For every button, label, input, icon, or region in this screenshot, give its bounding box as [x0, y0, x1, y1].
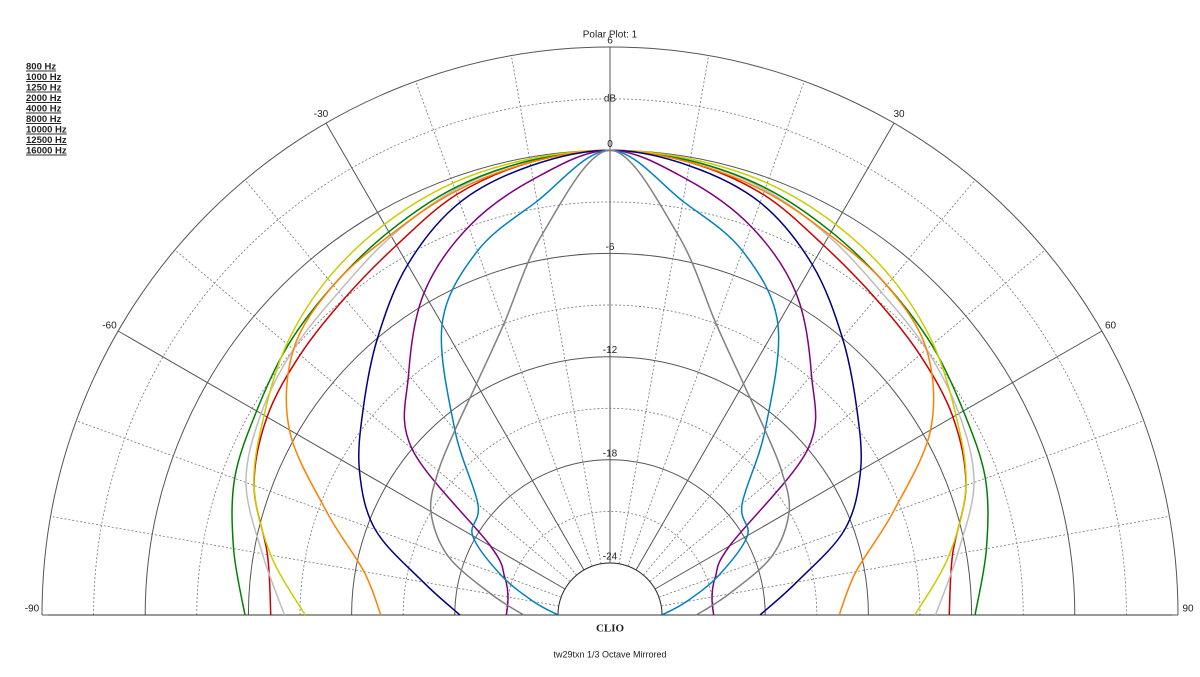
grid-spoke: [635, 122, 895, 571]
grid-spoke: [244, 179, 577, 576]
grid-spoke: [618, 55, 710, 564]
brand: CLIO: [596, 623, 625, 635]
grid-spoke: [649, 249, 1046, 582]
grid-ring: [506, 511, 714, 616]
grid-spoke: [325, 122, 585, 571]
legend-entry: 8000 Hz: [26, 114, 62, 125]
footer: tw29txn 1/3 Octave Mirrored: [553, 649, 666, 659]
legend-entry: 4000 Hz: [26, 104, 62, 115]
angle-tick-label: 60: [1105, 321, 1117, 332]
legend-entry: 1250 Hz: [26, 83, 62, 94]
angle-tick-label: 30: [893, 109, 905, 120]
radial-tick-label: 6: [607, 36, 613, 47]
series-line: [429, 149, 791, 616]
legend-entry: 800 Hz: [26, 62, 56, 73]
grid-spoke: [76, 420, 562, 598]
radial-tick-label: -12: [603, 345, 618, 356]
grid-spoke: [510, 55, 602, 564]
angle-tick-label: -90: [25, 604, 40, 615]
center-hole: [557, 562, 663, 616]
grid-ring: [93, 98, 1127, 616]
grid-spoke: [50, 515, 559, 607]
grid-spoke: [643, 179, 976, 576]
grid-ring: [299, 304, 921, 616]
legend-entry: 16000 Hz: [26, 146, 67, 157]
legend-entry: 12500 Hz: [26, 135, 67, 146]
grid-spoke: [658, 420, 1144, 598]
angle-tick-label: -30: [314, 109, 329, 120]
grid-spoke: [174, 249, 571, 582]
grid-spoke: [661, 515, 1170, 607]
chart-title: Polar Plot: 1: [583, 30, 638, 41]
radial-tick-label: 0: [607, 139, 613, 150]
radial-tick-label: -6: [606, 242, 615, 253]
radial-tick-label: -24: [603, 552, 618, 563]
legend-entry: 1000 Hz: [26, 72, 62, 83]
legend-entry: 10000 Hz: [26, 125, 67, 136]
angle-tick-label: 90: [1182, 604, 1194, 615]
angle-tick-label: -60: [102, 321, 117, 332]
radial-tick-label: -18: [603, 448, 618, 459]
legend-entry: 2000 Hz: [26, 93, 62, 104]
